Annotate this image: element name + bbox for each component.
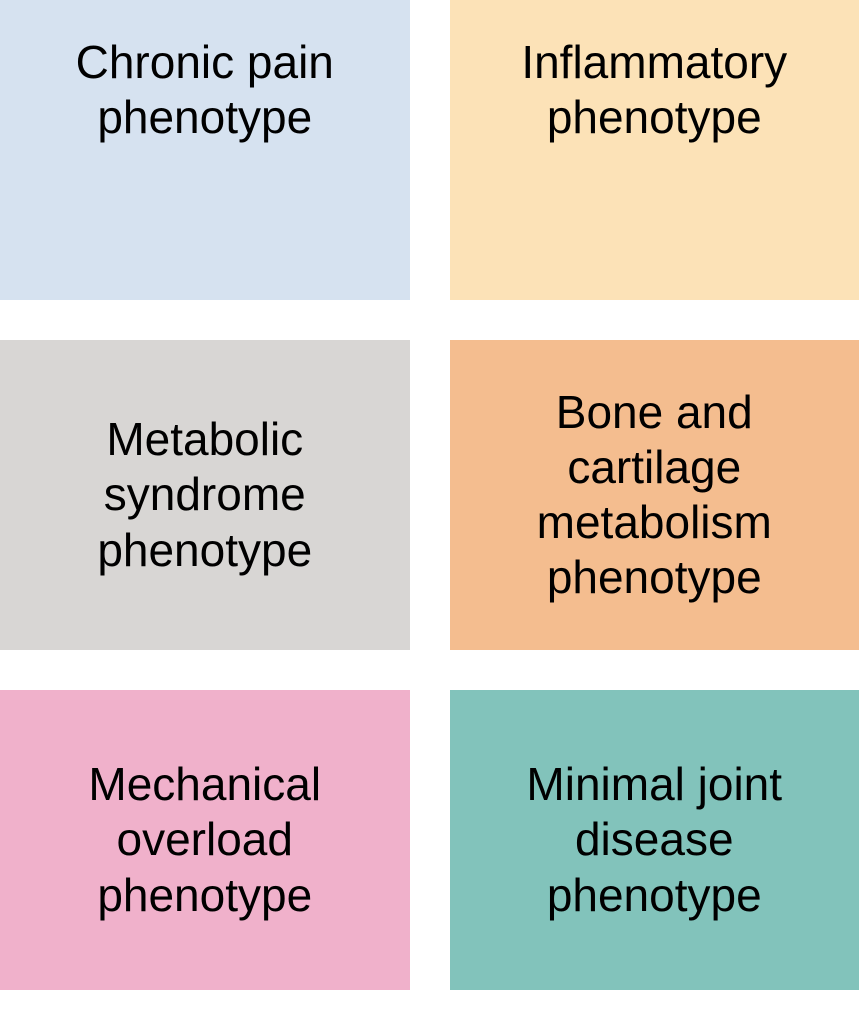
tile-metabolic-syndrome: Metabolic syndrome phenotype (0, 340, 410, 650)
tile-bone-cartilage: Bone and cartilage metabolism phenotype (450, 340, 859, 650)
tile-minimal-joint-disease: Minimal joint disease phenotype (450, 690, 859, 990)
tile-label: Minimal joint disease phenotype (470, 757, 840, 923)
tile-chronic-pain: Chronic pain phenotype (0, 0, 410, 300)
tile-label: Metabolic syndrome phenotype (20, 412, 390, 578)
tile-label: Inflammatory phenotype (470, 35, 840, 145)
tile-label: Chronic pain phenotype (20, 35, 390, 145)
tile-label: Mechanical overload phenotype (20, 757, 390, 923)
tile-label: Bone and cartilage metabolism phenotype (470, 385, 840, 606)
tile-inflammatory: Inflammatory phenotype (450, 0, 859, 300)
tile-mechanical-overload: Mechanical overload phenotype (0, 690, 410, 990)
phenotype-grid: Chronic pain phenotype Inflammatory phen… (0, 0, 859, 1034)
